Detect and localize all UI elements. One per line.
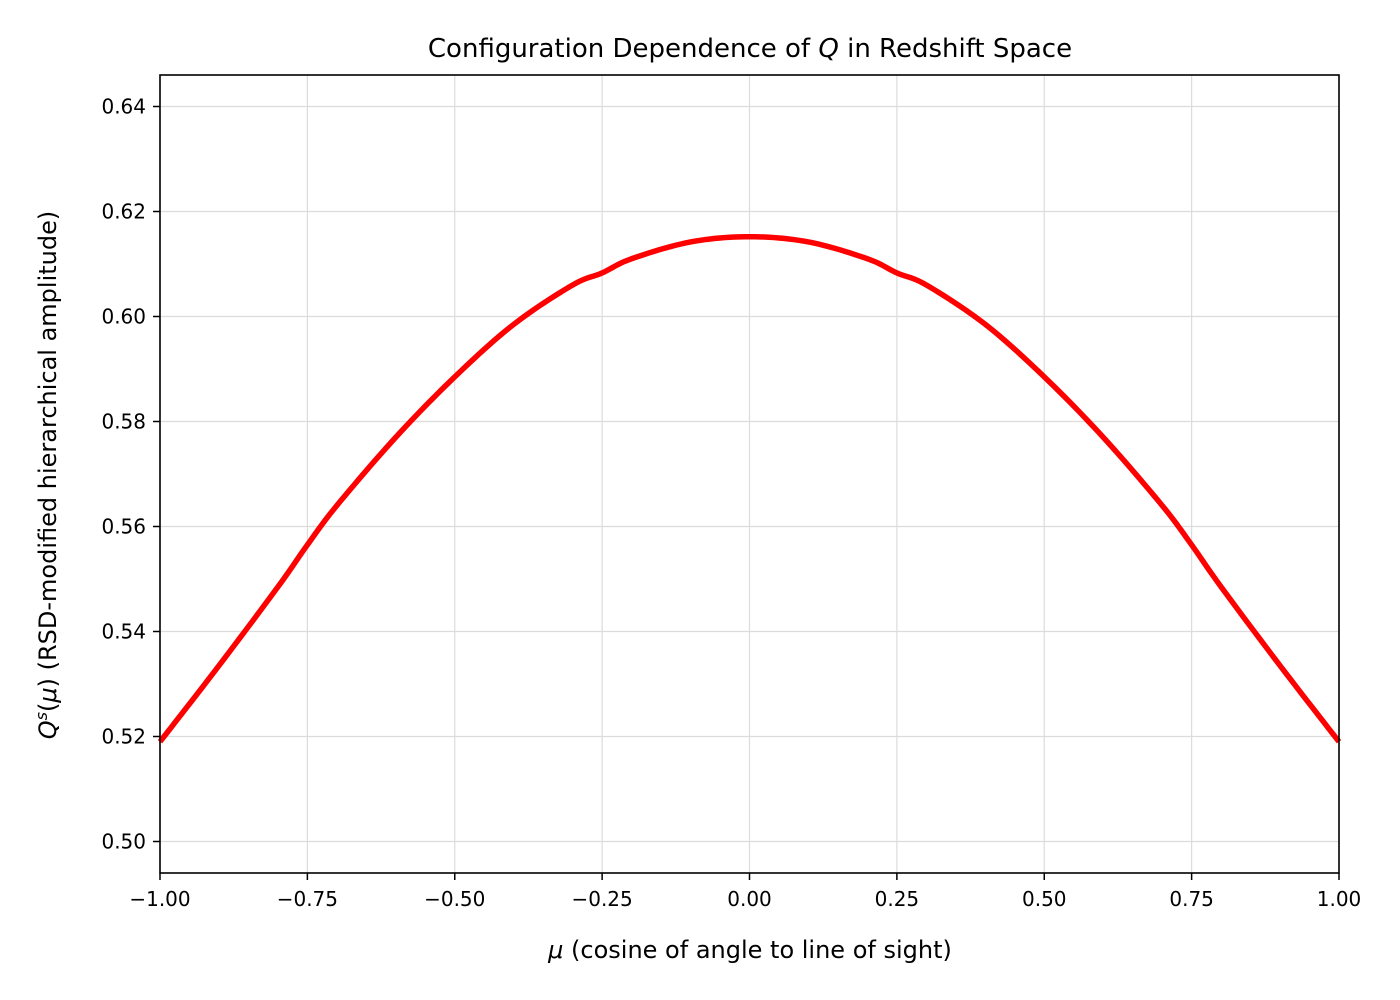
series-line-qs-mu [157, 233, 1342, 744]
x-tick-label: 0.75 [1169, 887, 1214, 911]
x-tick-label: −0.75 [277, 887, 338, 911]
y-tick-label: 0.50 [101, 830, 146, 854]
x-tick-label: 1.00 [1317, 887, 1362, 911]
y-tick-label: 0.62 [101, 200, 146, 224]
y-axis-ticks: 0.50 0.52 0.54 0.56 0.58 0.60 0.62 0.64 [101, 95, 160, 854]
y-tick-label: 0.56 [101, 515, 146, 539]
y-tick-label: 0.52 [101, 725, 146, 749]
grid [159, 75, 1340, 873]
x-tick-label: 0.00 [727, 887, 772, 911]
x-tick-label: 0.50 [1022, 887, 1067, 911]
x-tick-label: −0.50 [424, 887, 485, 911]
y-tick-label: 0.58 [101, 410, 146, 434]
chart-title: Configuration Dependence of Q in Redshif… [428, 34, 1072, 64]
x-tick-label: 0.25 [875, 887, 920, 911]
y-tick-label: 0.54 [101, 620, 146, 644]
x-tick-label: −1.00 [129, 887, 190, 911]
x-axis-ticks: −1.00 −0.75 −0.50 −0.25 0.00 0.25 0.50 0.75 1.00 [129, 873, 1361, 911]
x-axis-title: μ (cosine of angle to line of sight) [547, 936, 952, 964]
y-axis-title: Qs(μ) (RSD-modified hierarchical amplitu… [32, 211, 62, 740]
y-tick-label: 0.64 [101, 95, 146, 119]
y-tick-label: 0.60 [101, 305, 146, 329]
x-tick-label: −0.25 [571, 887, 632, 911]
